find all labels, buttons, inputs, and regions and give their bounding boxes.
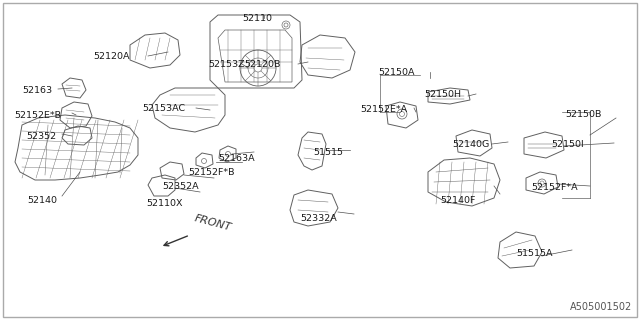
- Text: 52150B: 52150B: [565, 110, 602, 119]
- Text: 52150H: 52150H: [424, 90, 461, 99]
- Text: 52120B: 52120B: [244, 60, 280, 69]
- Text: 52163: 52163: [22, 86, 52, 95]
- Text: 52352: 52352: [26, 132, 56, 141]
- Text: 52152E*A: 52152E*A: [360, 105, 407, 114]
- Text: FRONT: FRONT: [193, 213, 232, 233]
- Text: 52150A: 52150A: [378, 68, 415, 77]
- Text: 51515A: 51515A: [516, 249, 552, 258]
- Text: 52153Z: 52153Z: [208, 60, 244, 69]
- Text: 51515: 51515: [313, 148, 343, 157]
- Text: 52140G: 52140G: [452, 140, 489, 149]
- Text: 52140: 52140: [27, 196, 57, 205]
- Text: 52110: 52110: [242, 14, 272, 23]
- Text: 52152F*B: 52152F*B: [188, 168, 234, 177]
- Text: A505001502: A505001502: [570, 302, 632, 312]
- Text: 52332A: 52332A: [300, 214, 337, 223]
- Text: 52152F*A: 52152F*A: [531, 183, 578, 192]
- Text: 52140F: 52140F: [440, 196, 476, 205]
- Text: 52163A: 52163A: [218, 154, 255, 163]
- Text: 52110X: 52110X: [146, 199, 182, 208]
- Text: 52150I: 52150I: [551, 140, 584, 149]
- Text: 52120A: 52120A: [93, 52, 129, 61]
- Text: 52352A: 52352A: [162, 182, 198, 191]
- Text: 52153AC: 52153AC: [142, 104, 185, 113]
- Text: 52152E*B: 52152E*B: [14, 111, 61, 120]
